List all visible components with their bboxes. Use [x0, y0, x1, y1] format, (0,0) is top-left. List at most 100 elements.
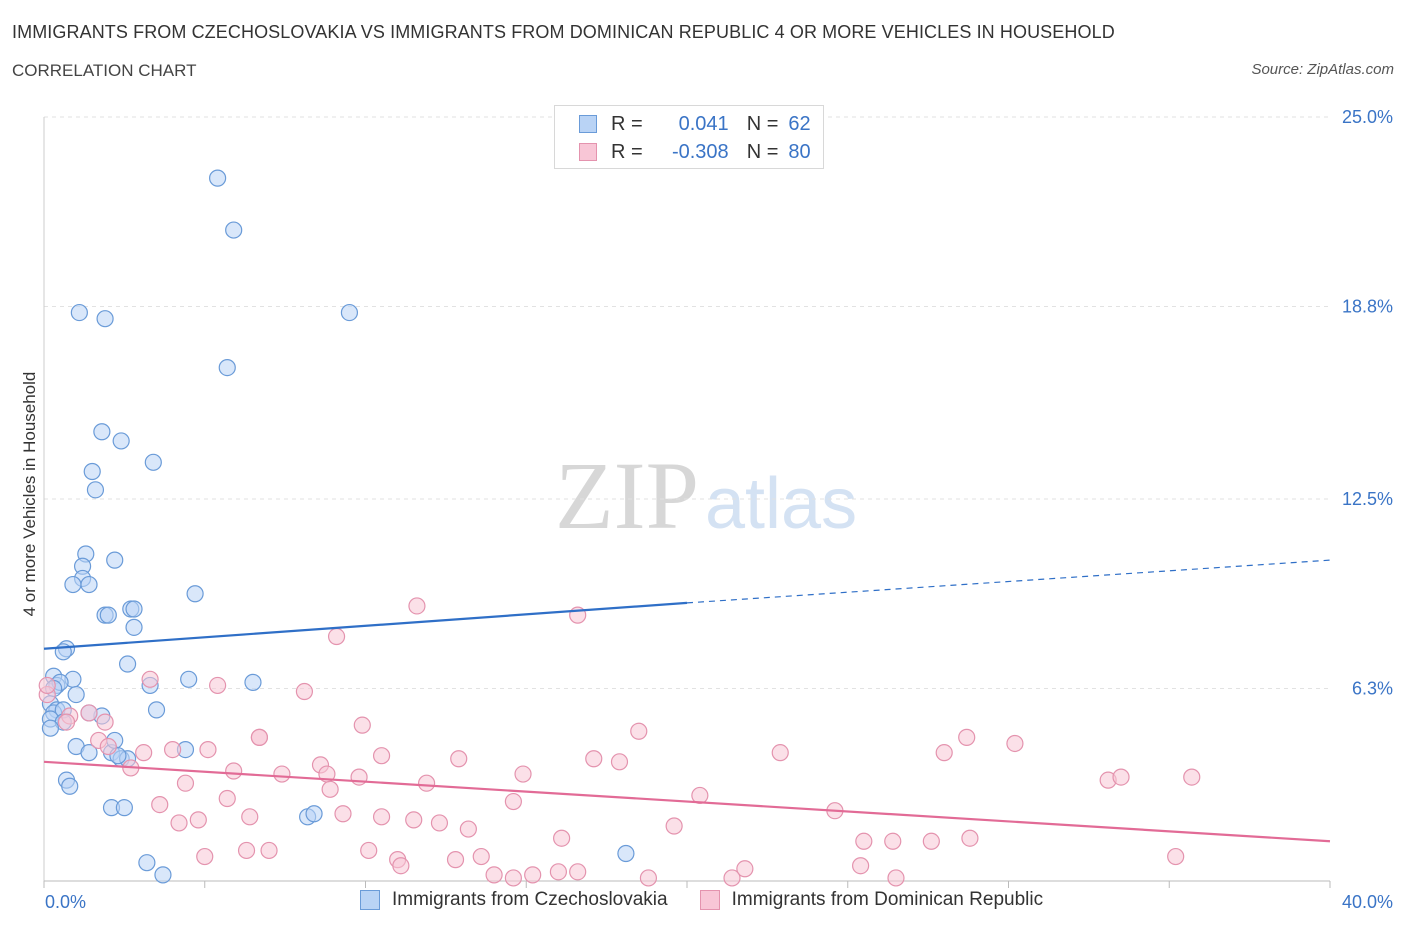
data-point-dominican [237, 841, 256, 860]
data-point-dominican [1183, 768, 1201, 786]
points-layer [38, 169, 1201, 887]
data-point-dominican [459, 820, 477, 838]
y-tick-label: 25.0% [1342, 107, 1393, 127]
data-point-czechoslovakia [144, 453, 162, 471]
data-point-czechoslovakia [138, 854, 156, 872]
data-point-dominican [151, 795, 169, 814]
chart-subtitle: CORRELATION CHART [12, 61, 197, 80]
data-point-czechoslovakia [225, 221, 243, 239]
data-point-dominican [884, 832, 902, 850]
series-name: Immigrants from Czechoslovakia [392, 889, 668, 910]
data-point-czechoslovakia [70, 303, 88, 322]
data-point-dominican [961, 829, 979, 847]
legend-r-value: 0.041 [678, 112, 729, 135]
data-point-czechoslovakia [125, 618, 143, 636]
legend-r-label: R = [611, 140, 643, 163]
data-point-dominican [935, 744, 953, 762]
legend-swatch-blue [579, 115, 597, 133]
data-point-dominican [273, 765, 291, 783]
watermark-zip: ZIP [555, 442, 699, 549]
data-point-dominican [372, 747, 391, 765]
data-point-czechoslovakia [83, 462, 101, 481]
data-point-czechoslovakia [80, 575, 98, 594]
source-label: Source: ZipAtlas.com [1251, 61, 1394, 78]
data-point-dominican [218, 789, 236, 808]
trend-line-czechoslovakia [43, 601, 688, 650]
data-point-czechoslovakia [115, 799, 133, 817]
legend-row-czechoslovakia: R = 0.041 N = 62 [579, 112, 811, 136]
data-point-dominican [585, 750, 603, 768]
data-point-dominican [327, 627, 346, 646]
data-point-dominican [771, 744, 789, 762]
series-legend: Immigrants from Czechoslovakia Immigrant… [360, 889, 1075, 911]
chart-title: IMMIGRANTS FROM CZECHOSLOVAKIA VS IMMIGR… [12, 22, 1115, 42]
data-point-dominican [639, 869, 658, 887]
data-point-dominican [164, 740, 182, 759]
data-point-dominican [887, 869, 905, 887]
data-point-czechoslovakia [93, 423, 111, 441]
y-tick-label: 12.5% [1342, 489, 1393, 509]
data-point-dominican [524, 866, 542, 884]
trend-extension-czechoslovakia [686, 559, 1331, 604]
legend-row-dominican: R = -0.308 N = 80 [579, 140, 811, 164]
trend-layer [43, 559, 1331, 843]
data-point-czechoslovakia [86, 481, 105, 499]
series-swatch-pink [699, 890, 720, 910]
data-point-dominican [485, 866, 503, 884]
data-point-czechoslovakia [64, 575, 82, 594]
legend-n-value: 80 [788, 140, 811, 163]
legend-n-value: 62 [788, 112, 811, 135]
data-point-dominican [852, 857, 870, 875]
data-point-dominican [57, 713, 76, 731]
data-point-czechoslovakia [154, 866, 172, 884]
data-point-dominican [225, 762, 243, 780]
data-point-dominican [176, 774, 195, 792]
data-point-dominican [549, 863, 568, 881]
data-point-dominican [1112, 768, 1130, 786]
data-point-dominican [514, 765, 532, 783]
data-point-czechoslovakia [112, 432, 130, 450]
data-point-dominican [321, 780, 339, 798]
correlation-legend: R = 0.041 N = 62 R = -0.308 N = 80 [554, 105, 824, 169]
data-point-czechoslovakia [218, 358, 236, 377]
data-point-czechoslovakia [305, 805, 323, 823]
data-point-dominican [241, 808, 259, 826]
data-point-dominican [99, 737, 117, 756]
data-point-dominican [405, 811, 423, 829]
data-point-dominican [1006, 734, 1024, 753]
data-point-dominican [334, 805, 352, 823]
data-point-dominican [922, 832, 940, 850]
data-point-czechoslovakia [99, 606, 117, 624]
legend-r-label: R = [611, 112, 643, 135]
trend-line-dominican [43, 760, 1331, 843]
data-point-czechoslovakia [118, 655, 137, 673]
data-point-dominican [723, 869, 741, 887]
data-point-dominican [610, 753, 629, 771]
data-point-czechoslovakia [244, 673, 262, 691]
data-point-dominican [736, 860, 754, 878]
series-legend-dominican: Immigrants from Dominican Republic [699, 889, 1043, 911]
data-point-dominican [446, 851, 465, 869]
series-legend-czechoslovakia: Immigrants from Czechoslovakia [360, 889, 668, 911]
legend-r-value: -0.308 [671, 140, 729, 163]
watermark: ZIPatlas [555, 440, 857, 551]
data-point-dominican [450, 750, 468, 768]
data-point-dominican [504, 869, 522, 887]
data-point-dominican [170, 814, 188, 832]
data-point-dominican [553, 829, 571, 847]
data-point-dominican [250, 728, 269, 746]
data-point-czechoslovakia [67, 685, 85, 704]
data-point-dominican [569, 863, 587, 881]
data-point-czechoslovakia [180, 670, 198, 688]
data-point-dominican [196, 847, 214, 866]
data-point-dominican [360, 841, 378, 860]
data-point-dominican [209, 676, 227, 695]
data-point-dominican [295, 682, 314, 701]
data-point-dominican [80, 704, 98, 722]
data-point-dominican [135, 744, 153, 762]
data-point-czechoslovakia [125, 600, 143, 618]
data-point-dominican [38, 676, 56, 695]
y-tick-label: 18.8% [1342, 296, 1393, 316]
data-point-dominican [855, 832, 873, 850]
